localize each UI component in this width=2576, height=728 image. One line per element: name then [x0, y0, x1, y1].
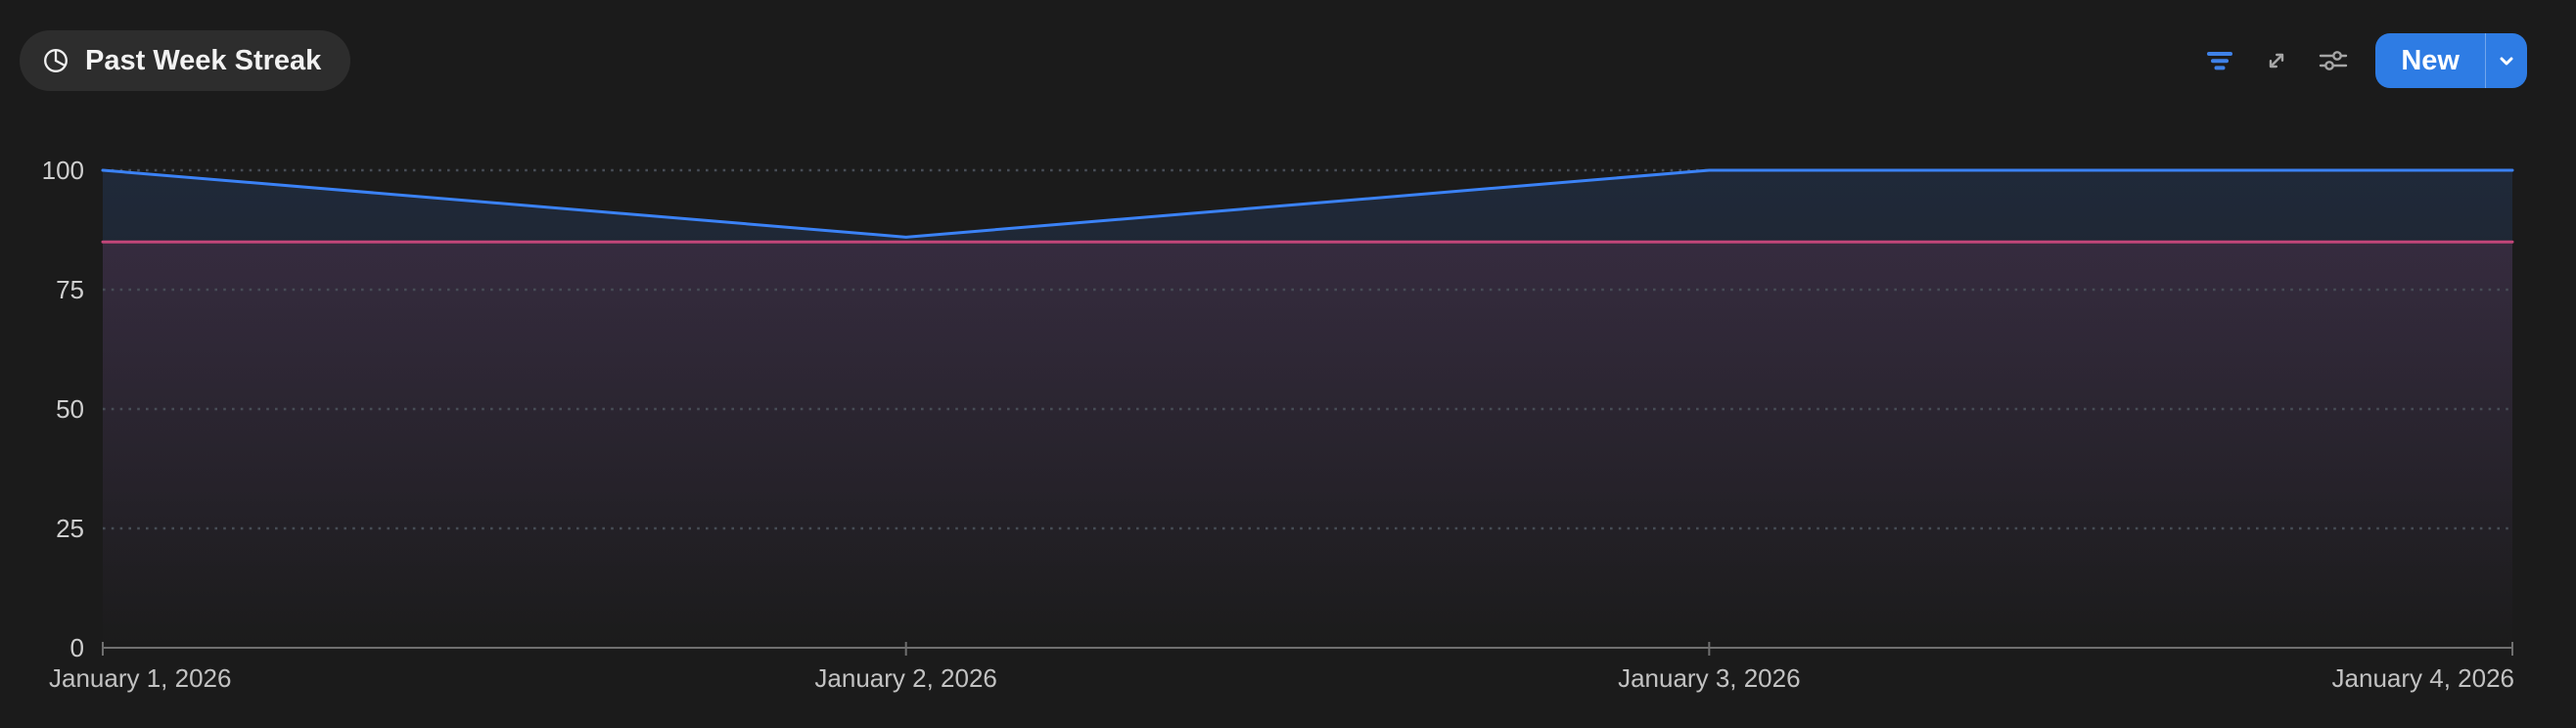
y-tick-label: 75 [56, 275, 84, 304]
filter-button[interactable] [2203, 44, 2236, 77]
streak-blue-line [101, 168, 2514, 239]
x-tick-label: January 2, 2026 [814, 663, 996, 693]
y-tick-label: 50 [56, 394, 84, 424]
baseline-pink-area [103, 242, 2512, 648]
filter-icon [2207, 52, 2233, 70]
clock-pie-icon [44, 49, 68, 72]
expand-button[interactable] [2260, 44, 2293, 77]
new-dropdown-button[interactable] [2485, 33, 2527, 88]
y-tick-label: 0 [70, 633, 84, 662]
x-tick-label: January 3, 2026 [1618, 663, 1800, 693]
y-tick-label: 25 [56, 514, 84, 543]
chip-label: Past Week Streak [85, 44, 322, 76]
toolbar: Past Week Streak New [20, 29, 2527, 92]
sliders-button[interactable] [2317, 44, 2350, 77]
past-week-streak-chip[interactable]: Past Week Streak [20, 30, 351, 91]
expand-diagonal-icon [2270, 53, 2284, 68]
sliders-icon [2320, 51, 2348, 70]
x-tick-label: January 1, 2026 [49, 663, 231, 693]
y-tick-label: 100 [42, 156, 84, 185]
new-split-button: New [2375, 33, 2527, 88]
new-button[interactable]: New [2375, 33, 2485, 88]
x-tick-label: January 4, 2026 [2332, 663, 2514, 693]
chevron-down-icon [2500, 57, 2513, 66]
